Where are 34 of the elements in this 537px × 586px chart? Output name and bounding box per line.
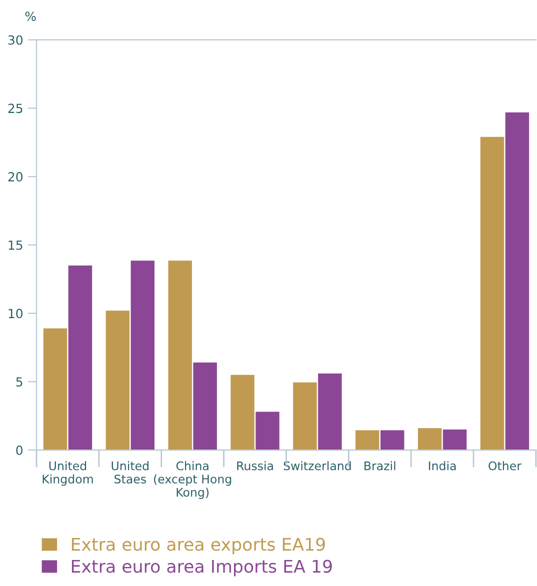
y-tick-label: 0	[16, 446, 22, 455]
bar	[256, 412, 280, 450]
bar	[130, 260, 154, 450]
bar	[193, 362, 217, 450]
y-tick-label: 10	[8, 308, 22, 318]
x-tick-label: India	[428, 461, 456, 470]
x-tick-label: Switzerland	[284, 461, 351, 470]
y-tick-label: 15	[8, 240, 22, 250]
bar	[318, 373, 342, 450]
bar	[356, 430, 380, 450]
bar	[230, 374, 254, 450]
x-tick-label: Brazil	[364, 461, 396, 470]
x-tick-label: United Kingdom	[42, 461, 93, 486]
y-tick-label: 25	[8, 104, 22, 114]
y-axis-title: %	[25, 12, 36, 22]
x-tick-label: United Staes	[112, 461, 148, 484]
legend-label: Extra euro area exports EA19	[72, 538, 325, 554]
bar	[106, 310, 130, 450]
bar	[480, 136, 504, 450]
bar	[505, 112, 530, 450]
x-tick-label: Russia	[237, 461, 273, 470]
x-tick-label: China (except Hong Kong)	[154, 461, 232, 500]
bar	[293, 382, 317, 450]
bar	[380, 430, 404, 450]
legend-label: Extra euro area Imports EA 19	[72, 560, 332, 576]
x-tick-label: Other	[488, 461, 522, 470]
bar	[418, 428, 442, 450]
bar	[43, 328, 68, 450]
y-tick-label: 30	[8, 35, 22, 45]
y-tick-label: 5	[16, 377, 22, 387]
bar	[442, 430, 467, 450]
bar	[168, 260, 192, 450]
bar	[68, 265, 92, 450]
y-tick-label: 20	[8, 172, 22, 182]
